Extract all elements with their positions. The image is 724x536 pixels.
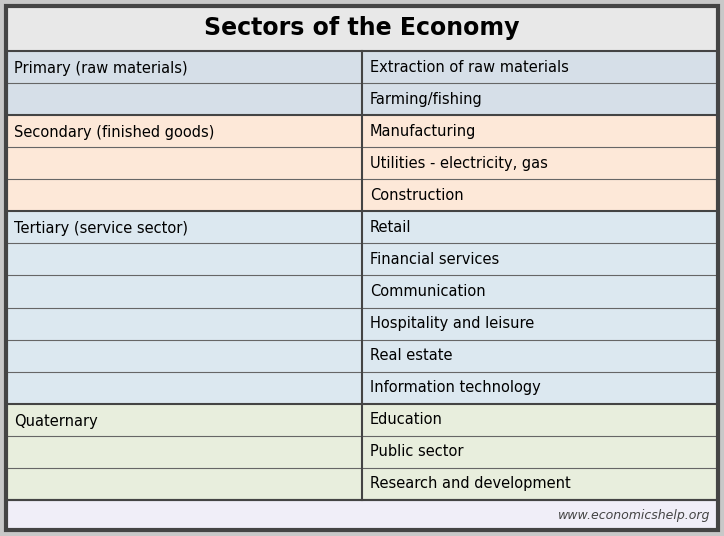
Text: Utilities - electricity, gas: Utilities - electricity, gas: [370, 156, 548, 171]
Bar: [6, 404, 362, 500]
Text: Primary (raw materials): Primary (raw materials): [14, 61, 188, 76]
Bar: [6, 115, 362, 211]
Bar: [362, 211, 718, 404]
Text: Farming/fishing: Farming/fishing: [370, 92, 483, 107]
Text: Research and development: Research and development: [370, 477, 571, 492]
Text: Secondary (finished goods): Secondary (finished goods): [14, 125, 214, 140]
Text: Information technology: Information technology: [370, 380, 541, 395]
Bar: [6, 211, 362, 404]
Bar: [362, 404, 718, 500]
Text: Construction: Construction: [370, 188, 463, 203]
Text: Real estate: Real estate: [370, 348, 452, 363]
Text: Communication: Communication: [370, 284, 486, 299]
Text: Hospitality and leisure: Hospitality and leisure: [370, 316, 534, 331]
Bar: [362, 115, 718, 211]
Text: Tertiary (service sector): Tertiary (service sector): [14, 221, 188, 236]
Text: Education: Education: [370, 412, 443, 427]
Text: Extraction of raw materials: Extraction of raw materials: [370, 59, 569, 75]
Text: www.economicshelp.org: www.economicshelp.org: [557, 509, 710, 522]
Text: Quaternary: Quaternary: [14, 414, 98, 429]
Text: Sectors of the Economy: Sectors of the Economy: [204, 17, 520, 41]
Bar: [6, 500, 718, 530]
Text: Public sector: Public sector: [370, 444, 463, 459]
Bar: [6, 51, 362, 115]
Bar: [362, 51, 718, 115]
Bar: [6, 6, 718, 51]
Text: Financial services: Financial services: [370, 252, 500, 267]
Text: Manufacturing: Manufacturing: [370, 124, 476, 139]
Text: Retail: Retail: [370, 220, 411, 235]
